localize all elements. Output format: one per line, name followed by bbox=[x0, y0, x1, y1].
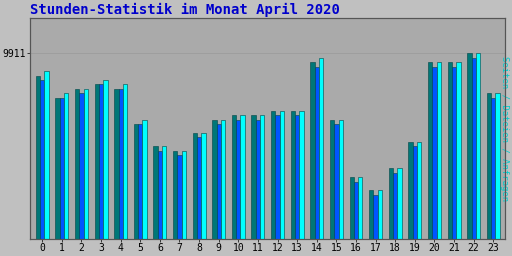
Bar bbox=[393, 173, 397, 256]
Bar bbox=[36, 76, 40, 256]
Bar bbox=[275, 115, 280, 256]
Bar bbox=[330, 120, 334, 256]
Bar bbox=[201, 133, 206, 256]
Bar bbox=[354, 182, 358, 256]
Bar bbox=[452, 67, 456, 256]
Bar bbox=[260, 115, 264, 256]
Bar bbox=[487, 93, 491, 256]
Bar bbox=[40, 80, 45, 256]
Bar bbox=[334, 124, 338, 256]
Bar bbox=[173, 151, 177, 256]
Bar bbox=[338, 120, 343, 256]
Bar bbox=[397, 168, 402, 256]
Bar bbox=[476, 54, 480, 256]
Bar bbox=[291, 111, 295, 256]
Bar bbox=[123, 84, 127, 256]
Bar bbox=[428, 62, 432, 256]
Bar bbox=[177, 155, 182, 256]
Bar bbox=[358, 177, 362, 256]
Bar bbox=[251, 115, 256, 256]
Bar bbox=[142, 120, 147, 256]
Bar bbox=[95, 84, 99, 256]
Bar bbox=[232, 115, 236, 256]
Bar bbox=[378, 190, 382, 256]
Bar bbox=[64, 93, 68, 256]
Bar bbox=[60, 98, 64, 256]
Bar bbox=[158, 151, 162, 256]
Bar bbox=[236, 120, 241, 256]
Bar bbox=[103, 80, 108, 256]
Bar bbox=[182, 151, 186, 256]
Bar bbox=[114, 89, 118, 256]
Bar bbox=[134, 124, 138, 256]
Bar bbox=[118, 89, 123, 256]
Bar bbox=[314, 67, 319, 256]
Bar bbox=[79, 93, 83, 256]
Bar bbox=[432, 67, 437, 256]
Bar bbox=[212, 120, 217, 256]
Bar bbox=[472, 58, 476, 256]
Bar bbox=[197, 137, 201, 256]
Bar bbox=[389, 168, 393, 256]
Bar bbox=[241, 115, 245, 256]
Bar bbox=[491, 98, 496, 256]
Bar bbox=[138, 124, 142, 256]
Text: Stunden-Statistik im Monat April 2020: Stunden-Statistik im Monat April 2020 bbox=[30, 3, 340, 17]
Bar bbox=[217, 124, 221, 256]
Bar bbox=[496, 93, 500, 256]
Bar bbox=[456, 62, 460, 256]
Bar bbox=[280, 111, 284, 256]
Bar bbox=[162, 146, 166, 256]
Bar bbox=[271, 111, 275, 256]
Bar bbox=[83, 89, 88, 256]
Bar bbox=[154, 146, 158, 256]
Bar bbox=[409, 142, 413, 256]
Bar bbox=[256, 120, 260, 256]
Y-axis label: Seiten / Dateien / Anfragen: Seiten / Dateien / Anfragen bbox=[500, 56, 509, 201]
Bar bbox=[369, 190, 373, 256]
Bar bbox=[45, 71, 49, 256]
Bar bbox=[221, 120, 225, 256]
Bar bbox=[55, 98, 60, 256]
Bar bbox=[447, 62, 452, 256]
Bar bbox=[350, 177, 354, 256]
Bar bbox=[300, 111, 304, 256]
Bar bbox=[319, 58, 323, 256]
Bar bbox=[75, 89, 79, 256]
Bar bbox=[373, 195, 378, 256]
Bar bbox=[437, 62, 441, 256]
Bar bbox=[417, 142, 421, 256]
Bar bbox=[99, 84, 103, 256]
Bar bbox=[467, 54, 472, 256]
Bar bbox=[413, 146, 417, 256]
Bar bbox=[295, 115, 300, 256]
Bar bbox=[310, 62, 314, 256]
Bar bbox=[193, 133, 197, 256]
